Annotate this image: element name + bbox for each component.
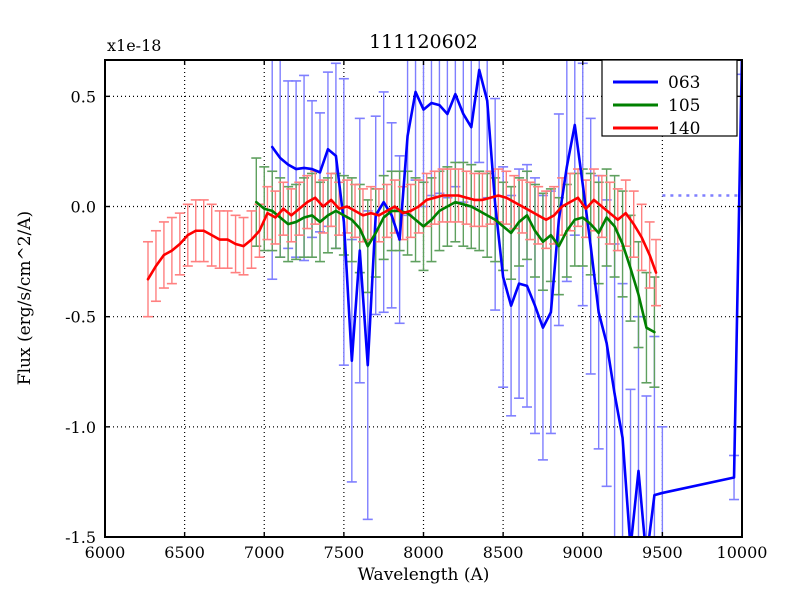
y-tick-label: -1.5: [65, 528, 96, 547]
y-tick-label: -0.5: [65, 308, 96, 327]
chart-title: 111120602: [369, 31, 478, 53]
data-series-layer: [142, 60, 742, 537]
x-axis-label: Wavelength (A): [358, 565, 490, 585]
legend-box: [601, 59, 738, 137]
x-tick-label: 9500: [642, 543, 683, 562]
y-axis-label: Flux (erg/s/cm^2/A): [15, 211, 35, 385]
x-tick-label: 9000: [562, 543, 603, 562]
legend-items: 063 105 140: [613, 73, 700, 139]
y-tick-label: 0.5: [71, 87, 96, 106]
series-line-140: [146, 194, 658, 281]
legend-label-063: 063: [668, 73, 700, 93]
y-tick-label: 0.0: [71, 198, 96, 217]
axis-offset-text: x1e-18: [107, 36, 161, 55]
legend-label-140: 140: [668, 119, 700, 139]
legend[interactable]: 063 105 140: [601, 59, 738, 139]
x-tick-label: 8500: [483, 543, 524, 562]
x-tick-label: 6000: [85, 543, 126, 562]
x-tick-label: 8000: [403, 543, 444, 562]
series-line-105: [254, 200, 656, 334]
axis-tick-labels: 6000 6500 7000 7500 8000 8500 9000 9500 10000 0.5…: [65, 87, 767, 562]
x-tick-label: 7000: [244, 543, 285, 562]
x-tick-label: 6500: [164, 543, 205, 562]
y-tick-label: -1.0: [65, 418, 96, 437]
legend-label-105: 105: [668, 96, 700, 116]
x-tick-label: 10000: [717, 543, 768, 562]
series-line-063: [270, 60, 742, 537]
x-tick-label: 7500: [324, 543, 365, 562]
